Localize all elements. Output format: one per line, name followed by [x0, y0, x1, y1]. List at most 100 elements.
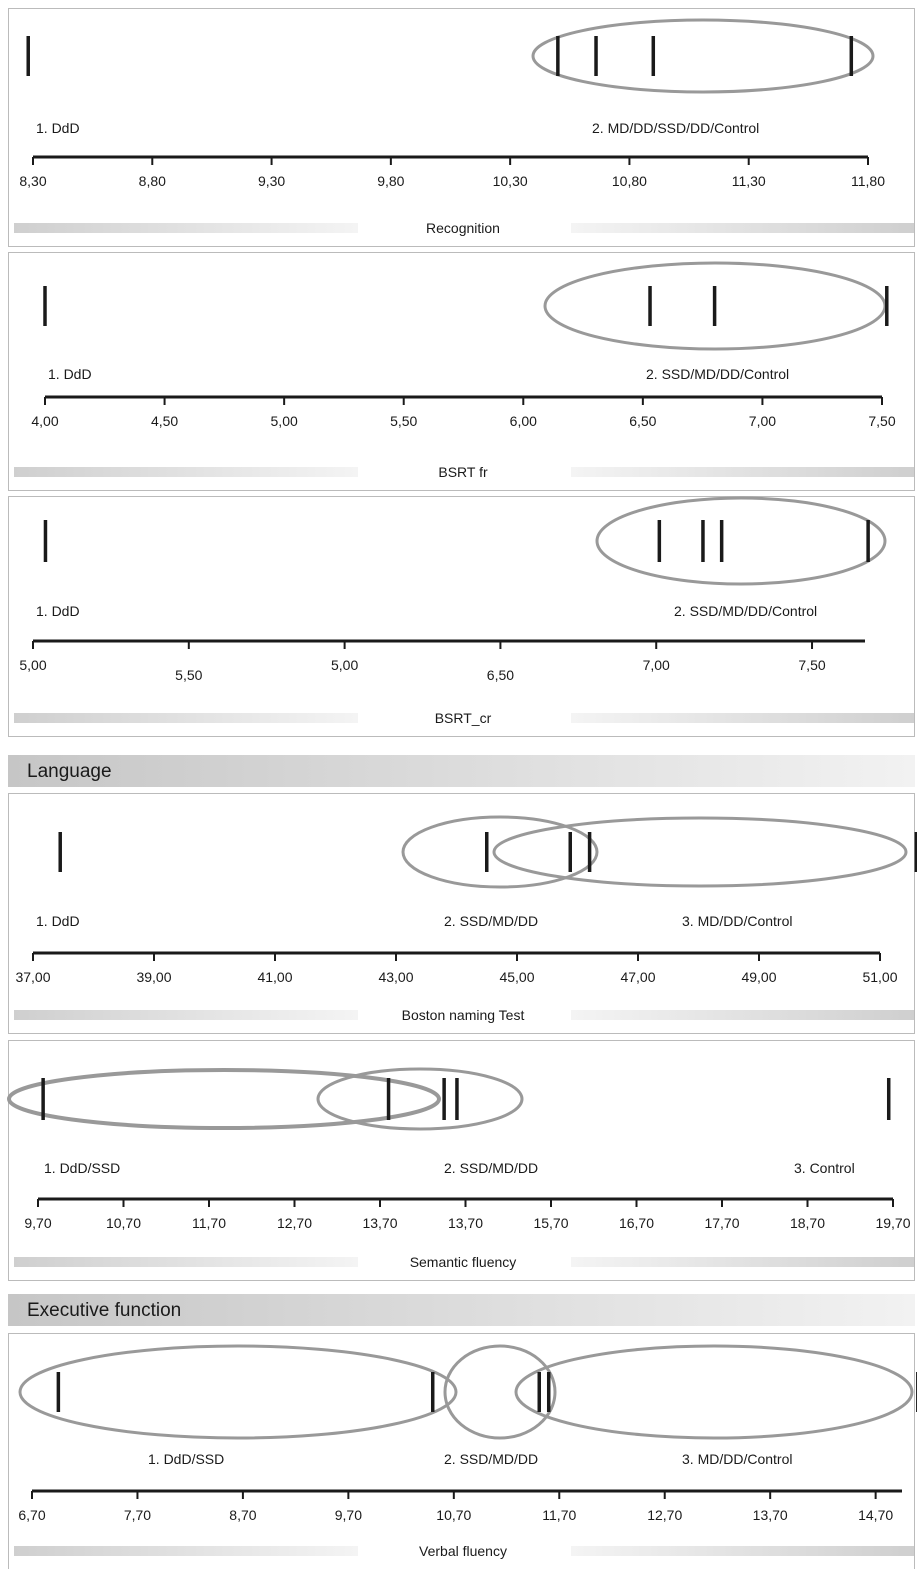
title-bar-right	[571, 1546, 914, 1556]
x-tick-label: 39,00	[136, 969, 171, 985]
chart-title: BSRT_cr	[435, 710, 492, 726]
x-tick-label: 43,00	[378, 969, 413, 985]
x-tick-label: 5,00	[19, 657, 46, 673]
x-tick-label: 6,50	[487, 667, 514, 683]
cluster-ellipse	[316, 1067, 524, 1131]
title-bar-left	[14, 1546, 358, 1556]
x-tick-label: 8,80	[139, 173, 166, 189]
title-bar-left	[14, 223, 358, 233]
x-tick-label: 41,00	[257, 969, 292, 985]
title-bar-left	[14, 713, 358, 723]
cluster-ellipse	[401, 815, 599, 889]
chart-panel: 8,30 8,80 9,30 9,80 10,30 10,80 11,30 11,80 1. D…	[8, 8, 915, 247]
x-tick-label: 5,00	[331, 657, 358, 673]
x-tick-label: 18,70	[790, 1215, 825, 1231]
x-tick-label: 5,50	[390, 413, 417, 429]
chart-panel: 6,70 7,70 8,70 9,70 10,70 11,70 12,70 13,70 14,7…	[8, 1333, 917, 1569]
x-tick-label: 7,50	[868, 413, 895, 429]
cluster-ellipse	[543, 261, 887, 351]
x-tick-label: 11,70	[192, 1215, 226, 1231]
section-bar	[8, 1294, 915, 1326]
section-title: Executive function	[27, 1300, 181, 1321]
cluster-label: 2. SSD/MD/DD	[444, 1160, 538, 1176]
section-header: Executive function	[8, 1294, 915, 1326]
x-tick-label: 8,70	[229, 1507, 256, 1523]
x-tick-label: 11,70	[542, 1507, 576, 1523]
chart-panel: 5,00 5,50 5,00 6,50 7,00 7,50 1. DdD 2. SSD/MD/…	[8, 496, 915, 737]
chart-panel: 4,00 4,50 5,00 5,50 6,00 6,50 7,00 7,50 1. DdD 2.…	[8, 252, 915, 491]
cluster-label: 2. SSD/MD/DD	[444, 913, 538, 929]
cluster-label: 1. DdD/SSD	[148, 1451, 224, 1467]
chart-panel: 37,00 39,00 41,00 43,00 45,00 47,00 49,00 51,00…	[8, 793, 917, 1034]
chart-title: Recognition	[426, 220, 500, 236]
x-tick-label: 11,80	[851, 173, 885, 189]
x-tick-label: 9,70	[335, 1507, 362, 1523]
x-tick-label: 13,70	[362, 1215, 397, 1231]
x-tick-label: 12,70	[647, 1507, 682, 1523]
chart-title: Semantic fluency	[410, 1254, 517, 1270]
title-bar-left	[14, 1257, 358, 1267]
x-tick-label: 7,50	[798, 657, 825, 673]
panel-frame	[8, 793, 915, 1034]
cluster-label: 3. MD/DD/Control	[682, 1451, 792, 1467]
x-tick-label: 47,00	[620, 969, 655, 985]
x-tick-label: 19,70	[875, 1215, 910, 1231]
title-bar-left	[14, 1010, 358, 1020]
x-tick-label: 9,30	[258, 173, 285, 189]
chart-title: BSRT fr	[438, 464, 488, 480]
title-bar-right	[571, 223, 914, 233]
x-tick-label: 45,00	[499, 969, 534, 985]
title-bar-right	[571, 467, 914, 477]
x-tick-label: 9,70	[24, 1215, 51, 1231]
title-bar-right	[571, 713, 914, 723]
x-tick-label: 6,50	[629, 413, 656, 429]
cluster-label: 1. DdD	[36, 120, 80, 136]
x-tick-label: 17,70	[704, 1215, 739, 1231]
x-tick-label: 8,30	[19, 173, 46, 189]
x-tick-label: 6,70	[18, 1507, 45, 1523]
section-title: Language	[27, 761, 112, 782]
x-tick-label: 14,70	[858, 1507, 893, 1523]
title-bar-right	[571, 1010, 914, 1020]
x-tick-label: 16,70	[619, 1215, 654, 1231]
x-tick-label: 13,70	[753, 1507, 788, 1523]
x-tick-label: 13,70	[448, 1215, 483, 1231]
x-tick-label: 11,30	[732, 173, 766, 189]
cluster-ellipse	[595, 496, 887, 586]
cluster-label: 1. DdD	[36, 603, 80, 619]
title-bar-left	[14, 467, 358, 477]
x-tick-label: 51,00	[862, 969, 897, 985]
cluster-label: 3. MD/DD/Control	[682, 913, 792, 929]
cluster-label: 2. SSD/MD/DD/Control	[674, 603, 817, 619]
x-tick-label: 4,00	[31, 413, 58, 429]
x-tick-label: 6,00	[510, 413, 537, 429]
cluster-ellipse	[492, 816, 908, 888]
cluster-ellipse	[18, 1344, 458, 1440]
chart-title: Verbal fluency	[419, 1543, 507, 1559]
title-bar-right	[571, 1257, 914, 1267]
cluster-ellipse	[443, 1344, 557, 1440]
section-header: Language	[8, 755, 915, 787]
panel-frame	[8, 8, 915, 247]
chart-panel: 9,70 10,70 11,70 12,70 13,70 13,70 15,70 16,70 1…	[7, 1040, 915, 1281]
x-tick-label: 5,00	[271, 413, 298, 429]
x-tick-label: 10,70	[436, 1507, 471, 1523]
x-tick-label: 10,70	[106, 1215, 141, 1231]
panel-frame	[8, 496, 915, 737]
x-tick-label: 5,50	[175, 667, 202, 683]
x-tick-label: 7,70	[124, 1507, 151, 1523]
section-bar	[8, 755, 915, 787]
x-tick-label: 4,50	[151, 413, 178, 429]
panel-frame	[8, 1040, 915, 1281]
cluster-label: 1. DdD	[48, 366, 92, 382]
x-tick-label: 7,00	[749, 413, 776, 429]
cluster-label: 2. SSD/MD/DD/Control	[646, 366, 789, 382]
x-tick-label: 10,30	[493, 173, 528, 189]
cluster-ellipse	[514, 1344, 914, 1440]
cluster-label: 1. DdD	[36, 913, 80, 929]
cluster-label: 3. Control	[794, 1160, 855, 1176]
x-tick-label: 9,80	[377, 173, 404, 189]
panel-frame	[8, 252, 915, 491]
x-tick-label: 10,80	[612, 173, 647, 189]
